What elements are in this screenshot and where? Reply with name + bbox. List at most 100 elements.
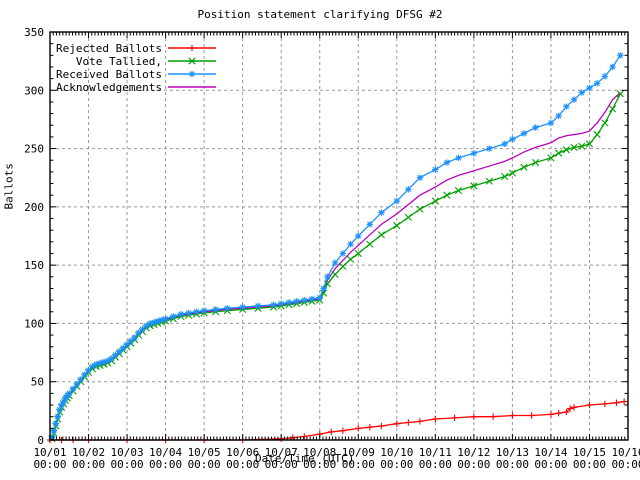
data-point-marker (616, 90, 624, 98)
data-point-marker (316, 294, 323, 301)
data-point-marker (270, 301, 277, 308)
y-tick-label: 100 (24, 317, 44, 330)
data-point-marker (393, 221, 401, 230)
data-point-marker (520, 163, 528, 171)
tick-labels-layer: 05010015020025030035010/0100:0010/0200:0… (24, 26, 640, 471)
data-point-marker (347, 241, 354, 247)
data-point-marker (609, 64, 616, 70)
data-point-marker (346, 255, 355, 263)
data-point-marker (531, 158, 540, 167)
series-line (50, 400, 625, 441)
data-point-marker (324, 274, 331, 280)
x-tick-label-time: 00:00 (419, 458, 452, 471)
legend-item-label: Rejected Ballots (56, 42, 162, 55)
data-point-marker (366, 240, 374, 248)
y-tick-label: 0 (37, 434, 44, 447)
data-point-marker (89, 363, 96, 370)
data-point-marker (105, 357, 111, 364)
x-tick-label-date: 10/06 (226, 446, 259, 459)
data-point-marker (54, 413, 61, 420)
data-point-marker (52, 420, 59, 427)
data-point-marker (405, 186, 412, 193)
y-tick-label: 250 (24, 143, 44, 156)
data-point-marker (301, 297, 308, 303)
x-tick-label-time: 00:00 (303, 458, 336, 471)
data-point-marker (454, 186, 463, 195)
x-tick-label-date: 10/14 (534, 446, 567, 459)
axes-layer (49, 31, 629, 441)
data-point-marker (293, 298, 300, 305)
x-tick-label-date: 10/07 (265, 446, 298, 459)
y-tick-label: 350 (24, 26, 44, 39)
data-point-marker (586, 85, 593, 91)
x-tick-label-date: 10/01 (33, 446, 66, 459)
data-point-marker (570, 143, 578, 151)
data-point-marker (212, 306, 219, 313)
data-point-marker (486, 145, 493, 152)
data-point-marker (74, 381, 80, 387)
x-tick-label-time: 00:00 (265, 458, 298, 471)
x-tick-label-time: 00:00 (611, 458, 640, 471)
data-point-marker (444, 159, 450, 166)
legend-item-label: Vote Tallied, (76, 55, 162, 68)
x-tick-label-date: 10/05 (188, 446, 221, 459)
data-point-marker (378, 209, 385, 216)
data-point-marker (471, 150, 477, 157)
x-tick-label-date: 10/11 (419, 446, 452, 459)
x-tick-label-date: 10/04 (149, 446, 182, 459)
data-point-marker (578, 142, 586, 150)
data-point-marker (323, 280, 332, 288)
data-point-marker (548, 120, 554, 126)
data-point-marker (562, 146, 570, 154)
data-point-marker (521, 130, 527, 137)
data-point-marker (608, 105, 617, 113)
data-point-marker (377, 231, 385, 239)
data-point-marker (185, 310, 192, 316)
data-point-marker (367, 221, 373, 228)
data-point-marker (354, 249, 362, 258)
data-point-marker (162, 315, 169, 322)
data-point-marker (555, 149, 563, 157)
series-rejected-ballots (46, 398, 628, 444)
y-tick-label: 200 (24, 201, 44, 214)
data-point-marker (78, 376, 84, 383)
data-point-marker (331, 270, 339, 279)
data-point-marker (501, 172, 509, 181)
x-axis-label: Date/Time (UTC) (255, 452, 355, 465)
data-point-marker (278, 300, 284, 307)
data-point-marker (320, 285, 327, 292)
x-tick-label-time: 00:00 (342, 458, 375, 471)
y-tick-label: 300 (24, 84, 44, 97)
data-point-marker (578, 89, 585, 96)
data-point-marker (51, 427, 57, 434)
x-tick-label-time: 00:00 (33, 458, 66, 471)
data-point-marker (81, 371, 88, 378)
data-point-marker (547, 154, 555, 162)
data-point-marker (617, 52, 624, 59)
data-point-marker (432, 166, 439, 173)
x-tick-label-time: 00:00 (534, 458, 567, 471)
series-received-ballots (48, 52, 624, 441)
data-point-marker (193, 308, 200, 315)
data-point-marker (404, 213, 412, 221)
data-point-marker (509, 136, 516, 143)
data-point-marker (178, 311, 184, 317)
data-point-marker (563, 103, 570, 110)
data-point-marker (66, 390, 73, 397)
y-tick-label: 50 (31, 376, 44, 389)
data-point-marker (602, 73, 608, 80)
data-point-marker (170, 313, 177, 320)
x-tick-label-time: 00:00 (72, 458, 105, 471)
x-tick-label-time: 00:00 (457, 458, 490, 471)
data-point-marker (470, 182, 478, 190)
chart-title: Position statement clarifying DFSG #2 (197, 8, 443, 21)
legend-item-label: Acknowledgements (56, 81, 162, 94)
x-tick-label-time: 00:00 (380, 458, 413, 471)
data-point-marker (188, 57, 196, 65)
data-point-marker (339, 262, 347, 270)
data-point-marker (485, 177, 493, 185)
